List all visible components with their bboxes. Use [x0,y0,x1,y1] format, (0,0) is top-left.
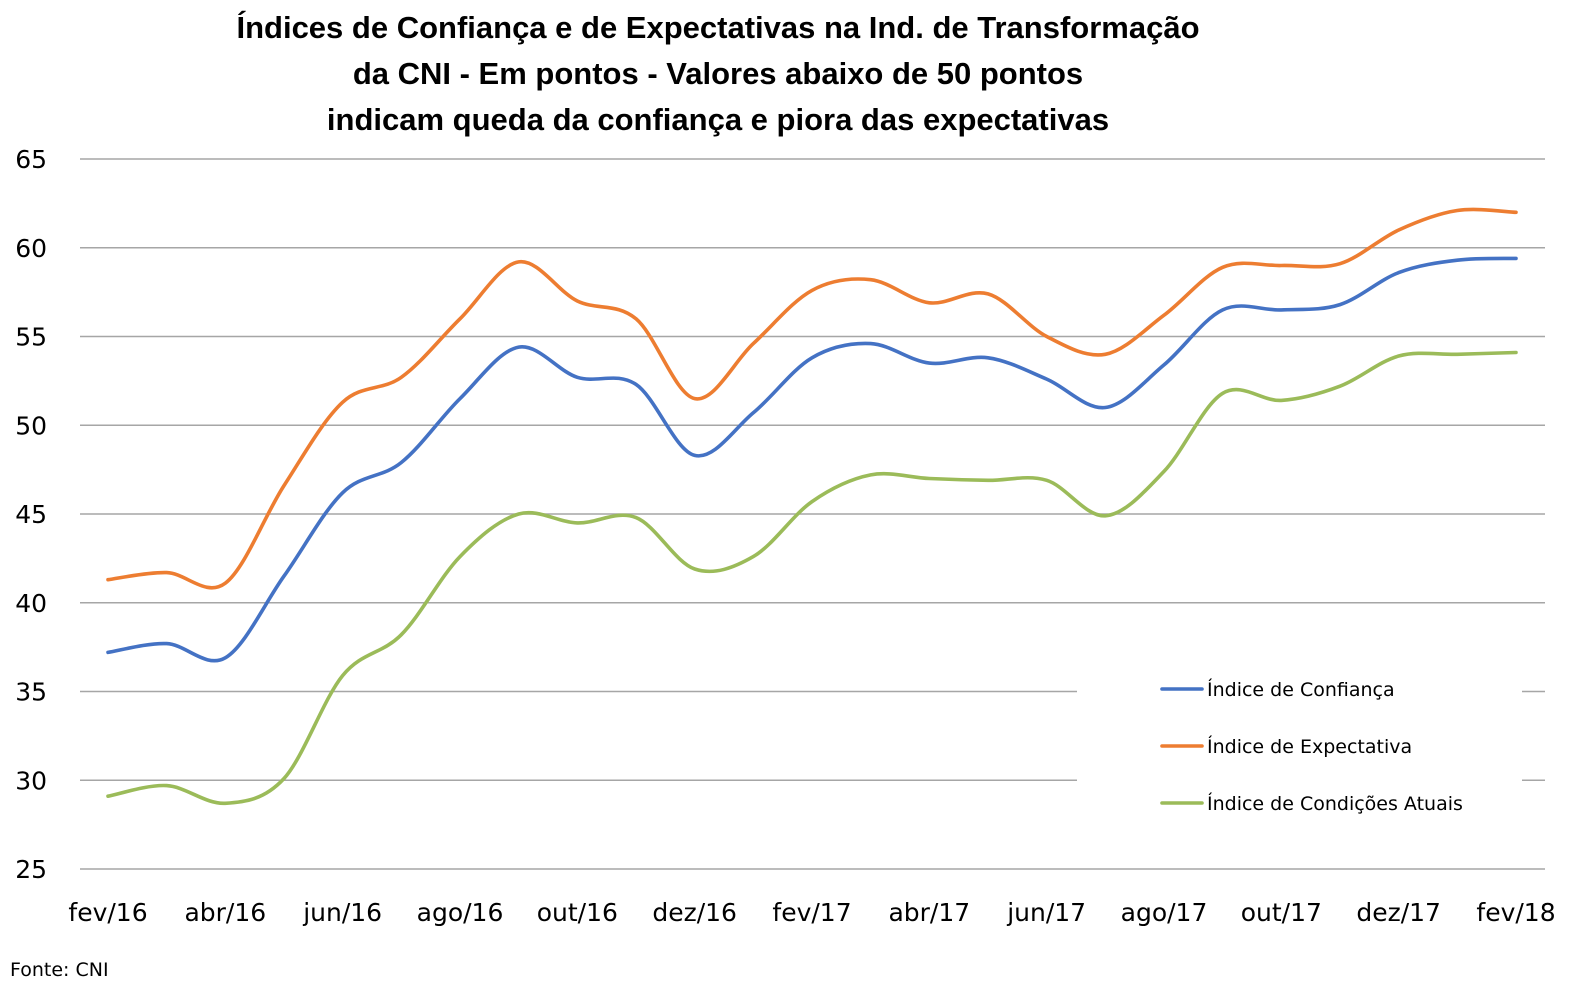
x-tick-label-abr-16: abr/16 [184,898,266,927]
x-tick-label-ago-17: ago/17 [1121,898,1208,927]
y-axis-tick-labels: 25 30 35 40 45 50 55 60 65 [15,145,47,884]
x-tick-label-fev-18: fev/18 [1476,898,1555,927]
legend-label-2: Índice de Expectativa [1207,735,1412,758]
x-tick-label-jun-16: jun/16 [302,898,382,927]
x-tick-label-out-16: out/16 [537,898,618,927]
y-tick-label-25: 25 [15,855,47,884]
x-tick-label-ago-16: ago/16 [417,898,504,927]
series-line-3 [106,350,1518,806]
y-tick-label-30: 30 [15,766,47,795]
x-tick-label-fev-17: fev/17 [772,898,851,927]
chart-title-line-3: indicam queda da confiança e piora das e… [327,102,1109,137]
y-tick-label-55: 55 [15,323,47,352]
y-tick-label-65: 65 [15,145,47,174]
y-tick-label-40: 40 [15,589,47,618]
x-tick-label-abr-17: abr/17 [888,898,970,927]
chart-title-line-2: da CNI - Em pontos - Valores abaixo de 5… [353,56,1083,91]
x-tick-label-fev-16: fev/16 [68,898,147,927]
y-tick-label-35: 35 [15,678,47,707]
legend-label-3: Índice de Condições Atuais [1207,792,1463,815]
x-tick-label-dez-16: dez/16 [652,898,737,927]
chart-title: Índices de Confiança e de Expectativas n… [236,10,1199,137]
series-line-2 [106,207,1518,590]
y-tick-label-50: 50 [15,411,47,440]
legend-background [1077,655,1522,835]
y-tick-label-45: 45 [15,500,47,529]
x-tick-label-jun-17: jun/17 [1006,898,1086,927]
y-tick-label-60: 60 [15,234,47,263]
legend: Índice de Confiança Índice de Expectativa… [1160,678,1463,815]
legend-box [1077,655,1522,835]
x-axis-tick-labels: fev/16 abr/16 jun/16 ago/16 out/16 dez/16 fev/… [68,898,1555,927]
x-tick-label-out-17: out/17 [1241,898,1322,927]
series-lines [106,207,1518,806]
series-line-1 [106,256,1518,663]
source-note: Fonte: CNI [10,959,109,981]
legend-label-1: Índice de Confiança [1207,678,1395,701]
x-tick-label-dez-17: dez/17 [1356,898,1441,927]
chart-title-line-1: Índices de Confiança e de Expectativas n… [236,10,1199,45]
